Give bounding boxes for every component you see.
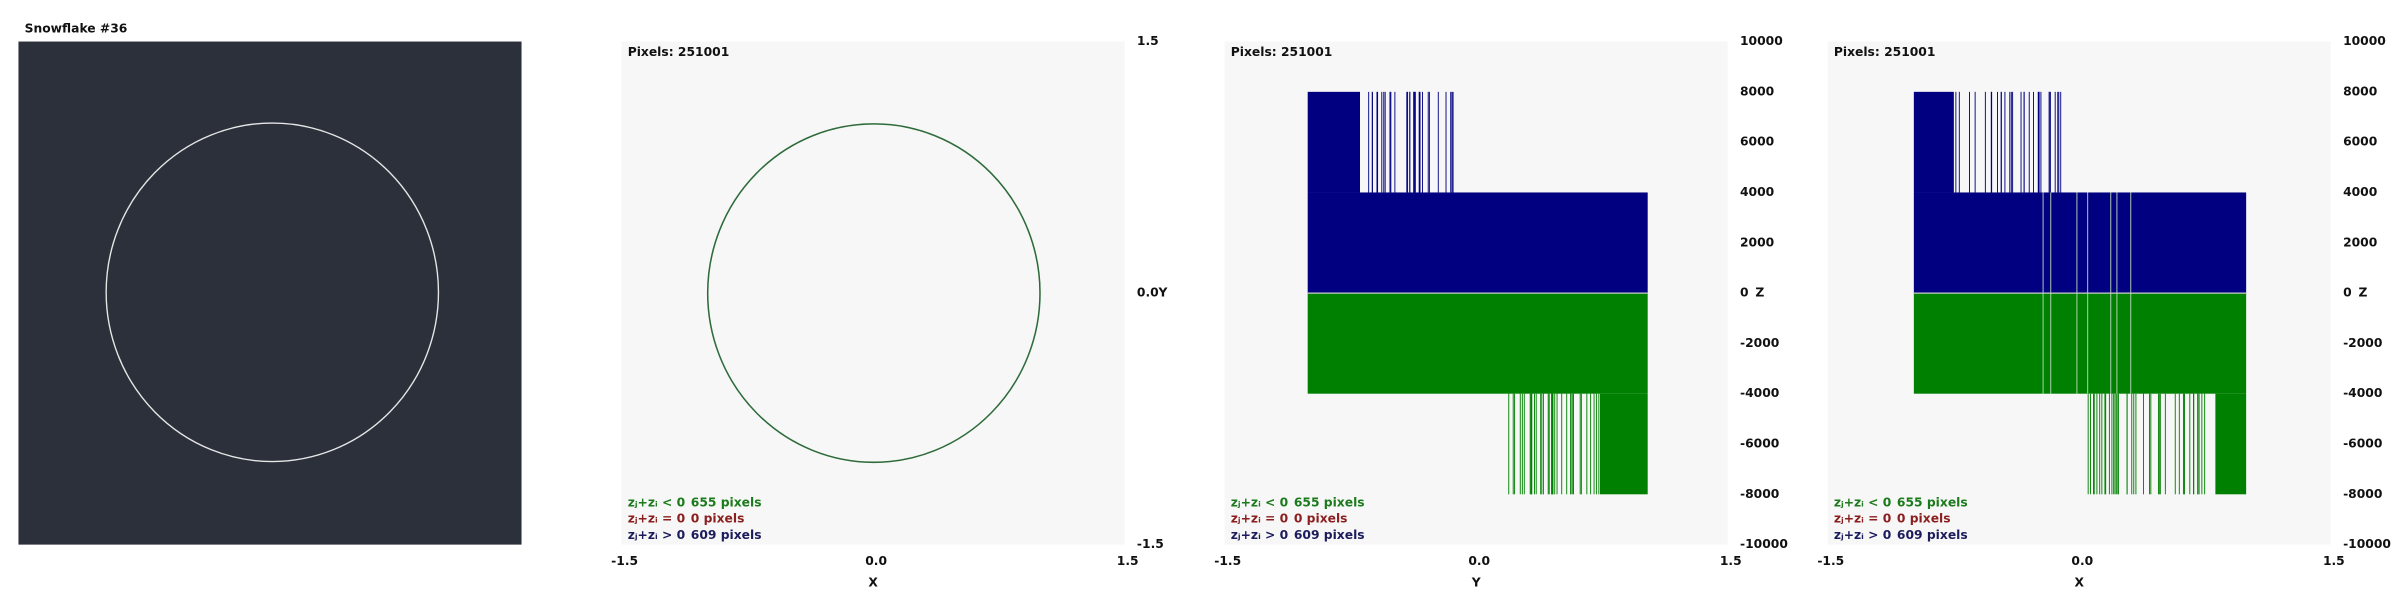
right-tick-label: 2000 [1740, 235, 1774, 249]
bottom-tick-label: 0.0 [1468, 554, 1490, 568]
legend-count: 0 pixels [1294, 512, 1348, 526]
right-tick-label: -2000 [2343, 336, 2382, 350]
bottom-tick-label: -1.5 [1817, 554, 1844, 568]
legend-label: zⱼ+zᵢ < 0 [1834, 496, 1891, 510]
snowflake-outline [105, 122, 440, 463]
legend-count: 0 pixels [691, 512, 745, 526]
bottom-tick-label: 1.5 [2323, 554, 2345, 568]
bottom-tick-label: 0.0 [2071, 554, 2093, 568]
negative-bottom [2215, 393, 2247, 495]
legend-label: zⱼ+zᵢ = 0 [1834, 512, 1891, 526]
right-tick-label: 0.0 [1137, 286, 1159, 300]
bottom-tick-label: -1.5 [1214, 554, 1241, 568]
right-tick-label: -10000 [2343, 537, 2391, 551]
plot-area [621, 41, 1125, 545]
legend-count: 655 pixels [1897, 496, 1968, 510]
bottom-tick-label: 0.0 [865, 554, 887, 568]
right-tick-label: 6000 [2343, 135, 2377, 149]
pixel-count: Pixels: 251001 [1231, 45, 1333, 59]
legend-label: zⱼ+zᵢ = 0 [628, 512, 685, 526]
right-tick-label: -4000 [2343, 386, 2382, 400]
legend-count: 609 pixels [1897, 528, 1968, 542]
bottom-tick-label: 1.5 [1720, 554, 1742, 568]
right-tick-label: 2000 [2343, 235, 2377, 249]
legend-label: zⱼ+zᵢ > 0 [628, 528, 685, 542]
bottom-tick-label: 1.5 [1117, 554, 1139, 568]
positive-block [1307, 192, 1648, 294]
right-tick-label: -10000 [1740, 537, 1788, 551]
bottom-axis-label: X [2074, 576, 2084, 590]
right-tick-label: -6000 [2343, 437, 2382, 451]
right-tick-label: -8000 [2343, 487, 2382, 501]
legend-count: 655 pixels [691, 496, 762, 510]
legend-label: zⱼ+zᵢ > 0 [1231, 528, 1288, 542]
right-tick-label: -6000 [1740, 437, 1779, 451]
right-tick-label: -2000 [1740, 336, 1779, 350]
right-tick-label: 8000 [1740, 84, 1774, 98]
snowflake-view [18, 41, 522, 545]
window-title: Snowflake #36 [25, 22, 128, 36]
legend-label: zⱼ+zᵢ < 0 [1231, 496, 1288, 510]
right-axis-label: Z [2358, 286, 2367, 300]
legend-label: zⱼ+zᵢ > 0 [1834, 528, 1891, 542]
right-tick-label: 4000 [1740, 185, 1774, 199]
positive-top [1307, 91, 1360, 193]
legend-count: 655 pixels [1294, 496, 1365, 510]
pixel-count: Pixels: 251001 [628, 45, 730, 59]
negative-block [1913, 293, 2247, 394]
bottom-tick-label: -1.5 [611, 554, 638, 568]
right-tick-label: 10000 [2343, 34, 2386, 48]
snowflake-outline [706, 123, 1041, 464]
right-tick-label: 4000 [2343, 185, 2377, 199]
legend-label: zⱼ+zᵢ < 0 [628, 496, 685, 510]
bottom-axis-label: Y [1471, 576, 1482, 590]
right-tick-label: 0 [2343, 286, 2352, 300]
pixel-count: Pixels: 251001 [1834, 45, 1936, 59]
bottom-axis-label: X [868, 576, 878, 590]
right-tick-label: 8000 [2343, 84, 2377, 98]
right-axis-label: Z [1755, 286, 1764, 300]
right-axis-label: Y [1157, 286, 1168, 300]
positive-block [1913, 192, 2247, 294]
legend-count: 609 pixels [1294, 528, 1365, 542]
right-tick-label: -8000 [1740, 487, 1779, 501]
negative-bottom [1600, 393, 1648, 495]
right-tick-label: 6000 [1740, 135, 1774, 149]
legend-label: zⱼ+zᵢ = 0 [1231, 512, 1288, 526]
positive-top [1913, 91, 1954, 193]
right-tick-label: 1.5 [1137, 34, 1159, 48]
legend-count: 609 pixels [691, 528, 762, 542]
right-tick-label: -1.5 [1137, 537, 1164, 551]
right-tick-label: 0 [1740, 286, 1749, 300]
legend-count: 0 pixels [1897, 512, 1951, 526]
negative-block [1307, 293, 1648, 394]
right-tick-label: -4000 [1740, 386, 1779, 400]
right-tick-label: 10000 [1740, 34, 1783, 48]
